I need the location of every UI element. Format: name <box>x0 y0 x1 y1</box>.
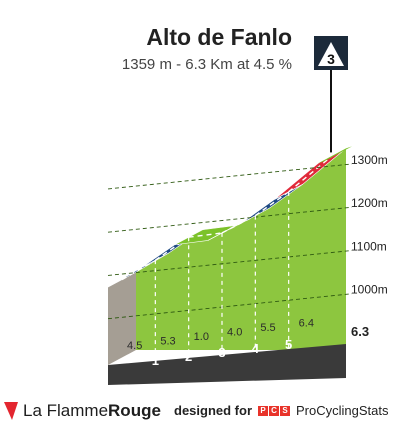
elevation-gridline <box>107 293 353 320</box>
brand-name-bold: Rouge <box>108 401 161 420</box>
summit-cap <box>318 146 352 164</box>
gradient-label: 4.5 <box>127 340 142 352</box>
km-label: 5 <box>285 337 292 352</box>
profile-base <box>108 344 346 385</box>
km-label: 2 <box>185 349 192 364</box>
category-label: 3 <box>327 51 335 67</box>
segment-center-line <box>154 236 190 261</box>
climb-subtitle: 1359 m - 6.3 Km at 4.5 % <box>121 56 292 73</box>
designed-for-text: designed for <box>174 403 253 418</box>
segment-center-line <box>254 191 290 217</box>
pcs-name: ProCyclingStats <box>296 403 389 418</box>
gradient-label: 4.0 <box>227 327 242 339</box>
segment-center-line <box>288 155 333 193</box>
segment-center-line <box>121 259 156 281</box>
climb-title: Alto de Fanlo <box>146 24 292 50</box>
footer-credit: designed for P C S ProCyclingStats <box>174 403 389 418</box>
category-triangle-icon <box>318 42 344 66</box>
profile-face <box>136 148 346 350</box>
km-label: 3 <box>218 345 225 360</box>
elevation-tick-label: 1200m <box>351 196 388 210</box>
km-label: 1 <box>152 353 159 368</box>
pcs-logo-letter: P <box>258 405 269 416</box>
pcs-logo-letter: S <box>280 405 291 416</box>
gradient-label: 5.3 <box>160 336 175 348</box>
elevation-tick-label: 1100m <box>351 239 387 253</box>
brand-name-plain: La Flamme <box>23 401 109 420</box>
gradient-label: 1.0 <box>194 331 209 343</box>
elevation-gridline <box>107 206 353 233</box>
km-label: 4 <box>252 341 260 356</box>
elevation-profile-chart: 1000m1100m1200m1300m4.515.321.034.045.55… <box>107 36 388 385</box>
flag-icon <box>4 402 18 420</box>
segment-center-line <box>188 232 223 238</box>
la-flamme-rouge-logo: La FlammeRouge <box>3 400 161 422</box>
pcs-logo-letter: C <box>269 405 280 416</box>
elevation-tick-label: 1300m <box>351 153 388 167</box>
elevation-tick-label: 1000m <box>351 283 388 297</box>
profile-side <box>108 272 136 365</box>
gradient-label: 6.4 <box>299 318 314 330</box>
elevation-gridline <box>107 163 353 190</box>
total-distance-label: 6.3 <box>351 324 369 339</box>
elevation-gridline <box>107 250 353 276</box>
gradient-label: 5.5 <box>260 322 275 334</box>
